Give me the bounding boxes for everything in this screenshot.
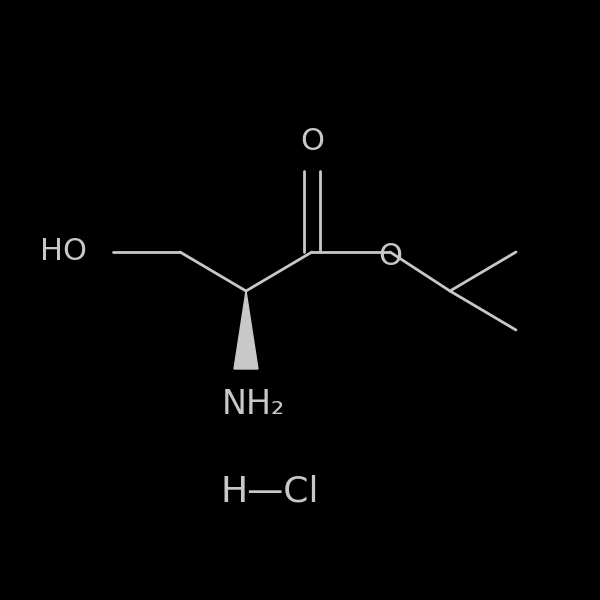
Text: O: O [378, 242, 402, 271]
Text: H—Cl: H—Cl [221, 475, 319, 509]
Text: HO: HO [40, 238, 87, 266]
Text: O: O [300, 127, 324, 155]
Text: NH₂: NH₂ [221, 389, 285, 421]
Polygon shape [234, 291, 258, 369]
